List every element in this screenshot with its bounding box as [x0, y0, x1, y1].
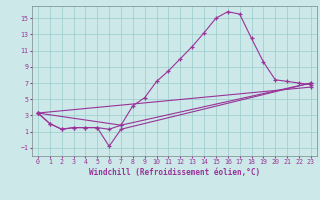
X-axis label: Windchill (Refroidissement éolien,°C): Windchill (Refroidissement éolien,°C) [89, 168, 260, 177]
